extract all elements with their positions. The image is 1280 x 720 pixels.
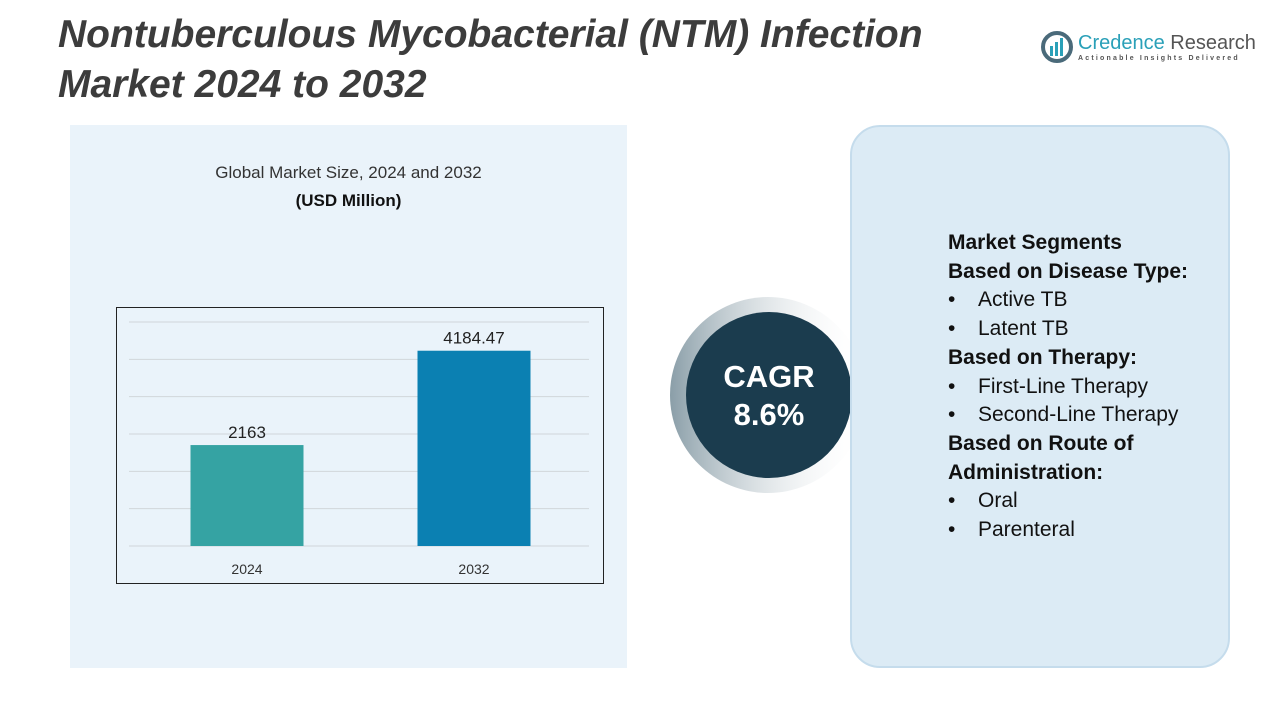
- segment-item-label: Latent TB: [978, 317, 1069, 341]
- cagr-label: CAGR: [723, 359, 815, 394]
- bullet-icon: •: [948, 403, 956, 427]
- segment-item: • Oral: [948, 487, 1228, 516]
- segment-group-title: Based on Route of Administration:: [948, 431, 1134, 484]
- bar-chart: 2163 2024 4184.47 2032: [129, 321, 589, 577]
- data-label: 4184.47: [443, 329, 504, 348]
- bullet-icon: •: [948, 374, 956, 398]
- segment-item: • Parenteral: [948, 516, 1228, 545]
- segment-item: • Second-Line Therapy: [948, 401, 1228, 430]
- segments-heading: Market Segments: [948, 231, 1122, 254]
- chart-title: Global Market Size, 2024 and 2032: [215, 163, 482, 182]
- segments-panel: Market Segments Based on Disease Type: • A…: [850, 125, 1230, 668]
- segment-item-label: Second-Line Therapy: [978, 403, 1179, 427]
- page-title: Nontuberculous Mycobacterial (NTM) Infec…: [58, 13, 923, 106]
- logo: Credence Research Actionable Insights De…: [1040, 30, 1256, 64]
- chart-frame: 2163 2024 4184.47 2032: [116, 307, 604, 584]
- logo-icon: [1041, 31, 1073, 63]
- bullet-icon: •: [948, 288, 956, 312]
- bar-2032: [417, 350, 531, 546]
- logo-name: Credence: [1078, 32, 1165, 54]
- segment-item-label: Oral: [978, 489, 1018, 513]
- bar-2024: [190, 445, 304, 546]
- bullet-icon: •: [948, 518, 956, 542]
- cagr-value: 8.6%: [733, 397, 805, 432]
- segments-list: Market Segments Based on Disease Type: • A…: [948, 229, 1228, 545]
- segment-item: • Active TB: [948, 286, 1228, 315]
- cagr-badge: CAGR 8.6%: [686, 312, 852, 478]
- bullet-icon: •: [948, 489, 956, 513]
- x-tick-label: 2024: [231, 561, 262, 577]
- logo-name-2: Research: [1164, 32, 1256, 54]
- data-label: 2163: [228, 423, 266, 442]
- logo-tagline: Actionable Insights Delivered: [1078, 55, 1240, 62]
- segment-group-title: Based on Therapy:: [948, 345, 1138, 369]
- bullet-icon: •: [948, 317, 956, 341]
- segment-item-label: Parenteral: [978, 518, 1075, 542]
- segment-item: • First-Line Therapy: [948, 373, 1228, 402]
- segment-item: • Latent TB: [948, 315, 1228, 344]
- x-tick-label: 2032: [458, 561, 489, 577]
- segment-item-label: First-Line Therapy: [978, 374, 1149, 398]
- chart-subtitle: (USD Million): [295, 191, 402, 210]
- segment-item-label: Active TB: [978, 288, 1068, 312]
- segment-group-title: Based on Disease Type:: [948, 259, 1189, 283]
